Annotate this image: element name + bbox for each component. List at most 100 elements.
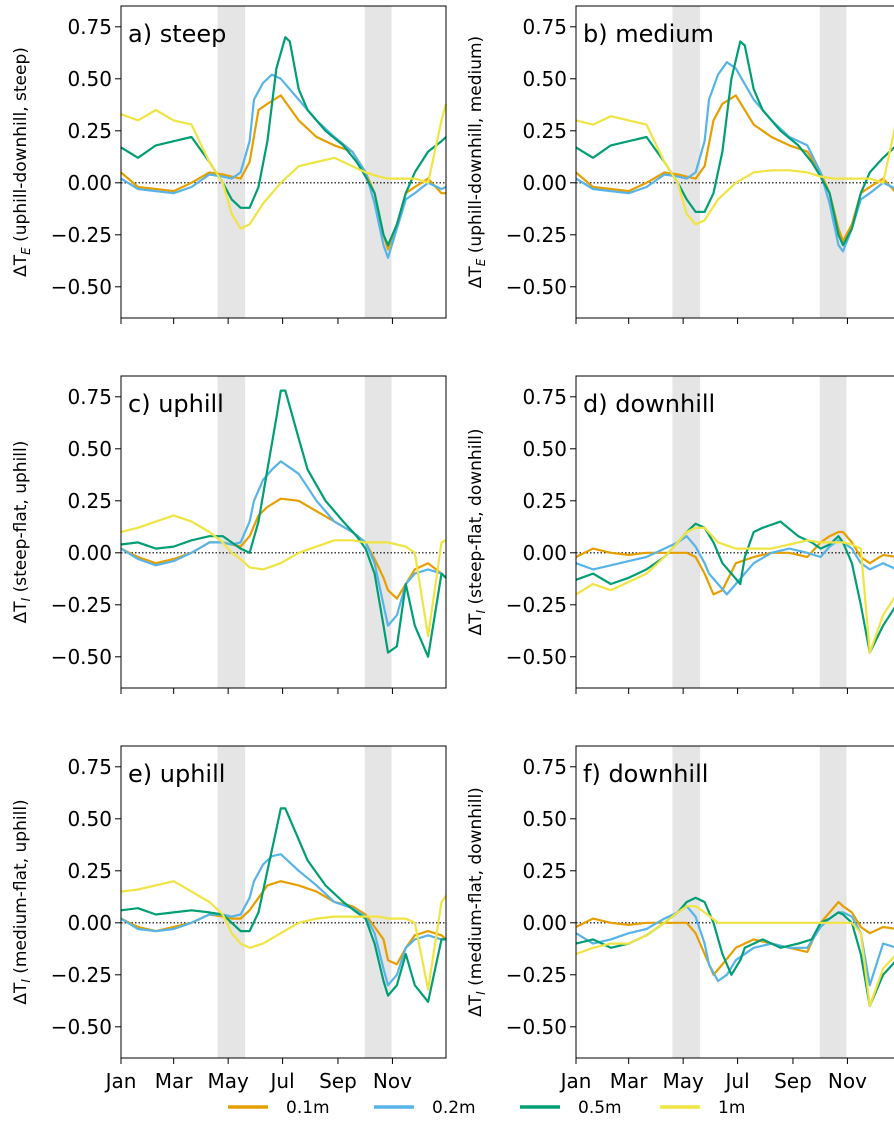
x-tick-label: May <box>207 1069 249 1093</box>
x-tick-label: Jan <box>104 1069 137 1093</box>
y-axis-label: ΔTI (steep-flat, uphill) <box>11 441 33 624</box>
series-line-0.5m <box>120 36 447 247</box>
series-line-1m <box>575 905 894 1008</box>
panel-title: f) downhill <box>583 760 708 788</box>
series-line-0.1m <box>575 900 894 976</box>
panel-title: e) uphill <box>128 760 225 788</box>
y-tick-label: 0.25 <box>67 859 112 883</box>
panel-3: 0.75 0.50 0.25 0.00 −0.25 −0.50 c) uphill ΔTI (… <box>11 375 447 694</box>
y-tick-label: 0.75 <box>67 15 112 39</box>
y-tick-label: 0.00 <box>522 171 567 195</box>
legend-label-0.1m: 0.1m <box>286 1098 330 1118</box>
y-tick-label: 0.75 <box>522 755 567 779</box>
series-line-0.1m <box>120 497 447 600</box>
y-tick-label: 0.00 <box>67 171 112 195</box>
x-tick-label: Mar <box>610 1069 649 1093</box>
series-line-0.5m <box>120 389 447 658</box>
panel-title: d) downhill <box>583 390 715 418</box>
y-tick-label: −0.25 <box>51 963 112 987</box>
x-tick-label: Mar <box>155 1069 194 1093</box>
panel-title: c) uphill <box>128 390 224 418</box>
x-tick-label: Jul <box>269 1069 295 1093</box>
y-axis-label: ΔTI (medium-flat, downhill) <box>466 787 488 1017</box>
y-tick-label: 0.50 <box>522 67 567 91</box>
y-tick-label: −0.50 <box>506 645 567 669</box>
y-tick-label: 0.50 <box>522 807 567 831</box>
panel-1: 0.75 0.50 0.25 0.00 −0.25 −0.50 a) steep ΔTE (u… <box>11 5 448 324</box>
series-line-1m <box>120 103 448 230</box>
shaded-band-1 <box>672 6 701 318</box>
x-tick-label: Jul <box>724 1069 750 1093</box>
y-tick-label: 0.00 <box>67 911 112 935</box>
panel-6: 0.75 0.50 0.25 0.00 −0.25 −0.50 Jan Mar May Jul Se… <box>466 745 894 1093</box>
panel-4: 0.75 0.50 0.25 0.00 −0.25 −0.50 d) downhill ΔTI… <box>466 375 894 694</box>
y-tick-label: −0.50 <box>51 645 112 669</box>
y-tick-label: 0.00 <box>522 541 567 565</box>
series-line-1m <box>120 880 447 991</box>
shaded-band-1 <box>217 746 246 1058</box>
y-tick-label: −0.25 <box>506 223 567 247</box>
legend-label-0.5m: 0.5m <box>578 1098 622 1118</box>
series-line-1m <box>120 514 447 638</box>
y-tick-label: 0.75 <box>522 15 567 39</box>
y-tick-label: 0.00 <box>522 911 567 935</box>
panel-title: b) medium <box>583 20 714 48</box>
y-tick-label: 0.25 <box>67 119 112 143</box>
x-tick-label: Sep <box>774 1069 812 1093</box>
y-tick-label: 0.75 <box>67 385 112 409</box>
series-line-0.2m <box>120 853 446 987</box>
series-line-0.2m <box>575 905 894 987</box>
x-tick-label: Nov <box>373 1069 412 1093</box>
plot-frame <box>575 745 894 1059</box>
x-tick-label: May <box>662 1069 704 1093</box>
legend-label-0.2m: 0.2m <box>432 1098 476 1118</box>
y-tick-label: 0.25 <box>522 859 567 883</box>
shaded-band-2 <box>364 376 392 688</box>
series-line-0.2m <box>575 535 894 596</box>
y-axis-label: ΔTI (medium-flat, uphill) <box>11 799 33 1004</box>
series-line-1m <box>575 115 894 226</box>
y-tick-label: 0.50 <box>522 437 567 461</box>
y-tick-label: 0.50 <box>67 437 112 461</box>
y-tick-label: 0.50 <box>67 67 112 91</box>
y-tick-label: −0.25 <box>51 223 112 247</box>
series-line-0.1m <box>575 530 894 596</box>
y-tick-label: −0.25 <box>506 963 567 987</box>
x-tick-label: Nov <box>828 1069 867 1093</box>
plot-frame <box>575 5 894 319</box>
y-tick-label: −0.50 <box>51 1015 112 1039</box>
y-axis-label: ΔTE (uphill-downhill, steep) <box>11 47 33 277</box>
y-axis-label: ΔTE (uphill-downhill, medium) <box>466 36 488 288</box>
y-tick-label: −0.50 <box>506 1015 567 1039</box>
legend: 0.1m 0.2m 0.5m 1m <box>228 1098 745 1118</box>
series-line-0.5m <box>120 807 446 1003</box>
shaded-band-2 <box>819 746 847 1058</box>
panel-2: 0.75 0.50 0.25 0.00 −0.25 −0.50 b) medium ΔTE (… <box>466 5 894 324</box>
x-tick-label: Jan <box>559 1069 592 1093</box>
y-tick-label: 0.75 <box>522 385 567 409</box>
y-tick-label: 0.50 <box>67 807 112 831</box>
plot-frame <box>575 375 894 689</box>
series-line-0.2m <box>120 73 447 259</box>
shaded-band-2 <box>364 6 392 318</box>
shaded-band-1 <box>217 376 246 688</box>
shaded-band-2 <box>819 6 847 318</box>
legend-label-1m: 1m <box>718 1098 745 1118</box>
y-tick-label: 0.00 <box>67 541 112 565</box>
y-tick-label: 0.25 <box>67 489 112 513</box>
y-axis-label: ΔTI (steep-flat, downhill) <box>466 428 488 635</box>
shaded-band-2 <box>364 746 392 1058</box>
plot-frame <box>120 5 447 319</box>
y-tick-label: −0.50 <box>51 275 112 299</box>
shaded-band-1 <box>217 6 246 318</box>
y-tick-label: 0.75 <box>67 755 112 779</box>
y-tick-label: 0.25 <box>522 119 567 143</box>
y-tick-label: 0.25 <box>522 489 567 513</box>
panel-5: 0.75 0.50 0.25 0.00 −0.25 −0.50 Jan Mar May Jul Se… <box>11 745 447 1093</box>
series-line-1m <box>575 526 894 654</box>
y-tick-label: −0.50 <box>506 275 567 299</box>
x-tick-label: Sep <box>319 1069 357 1093</box>
series-line-0.2m <box>120 460 447 627</box>
y-tick-label: −0.25 <box>51 593 112 617</box>
